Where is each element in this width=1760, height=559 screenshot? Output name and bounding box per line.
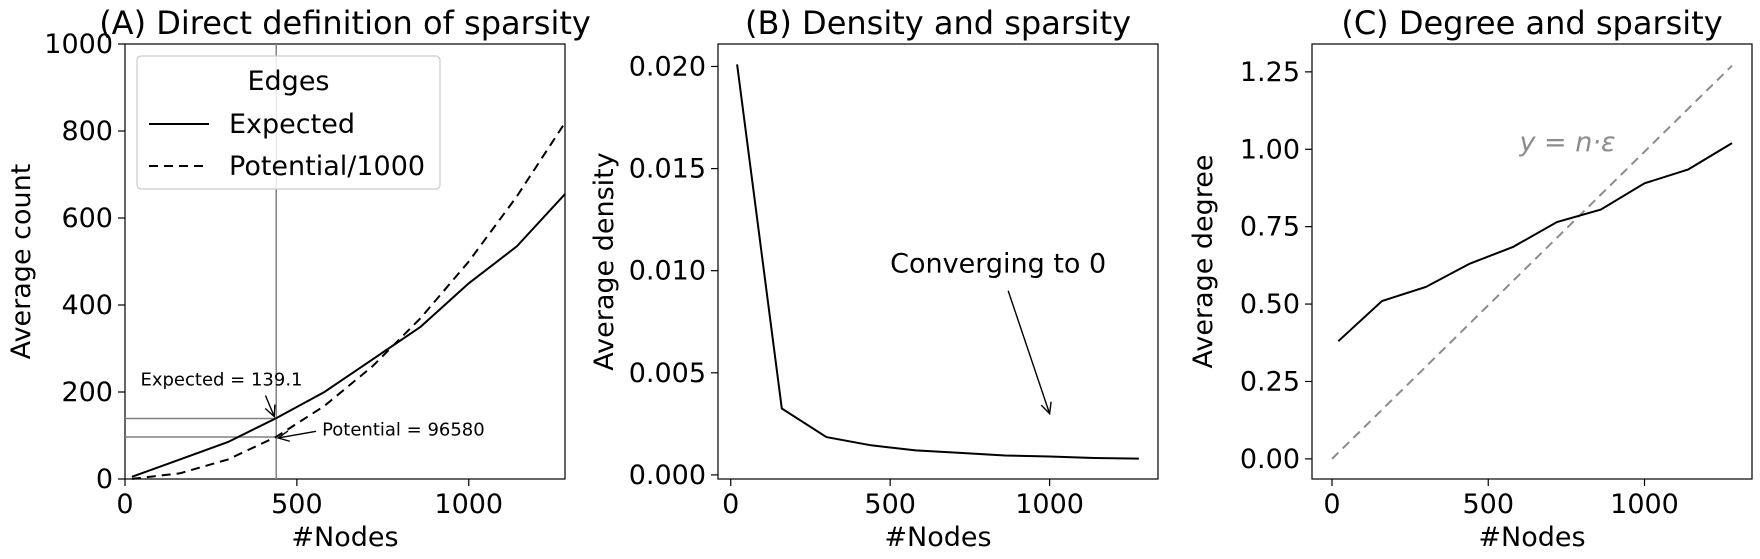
x-tick-label: 1000 xyxy=(434,489,503,520)
y-tick-label: 800 xyxy=(61,116,113,147)
y-tick-label: 0.50 xyxy=(1240,289,1300,320)
chart-title: (A) Direct definition of sparsity xyxy=(99,4,591,42)
y-tick-label: 0.00 xyxy=(1240,444,1300,475)
annotation-potential-arrow xyxy=(278,430,317,439)
x-tick-label: 0 xyxy=(1323,489,1340,520)
x-tick-label: 1000 xyxy=(1610,489,1679,520)
plot-frame xyxy=(717,43,1159,480)
annotation-potential-arrow-head xyxy=(276,430,290,442)
annotation-converging-arrow xyxy=(1007,290,1051,414)
legend-box xyxy=(136,55,441,190)
annotation-formula: y = n·ε xyxy=(1519,127,1616,158)
y-tick-label: 600 xyxy=(61,203,113,234)
series-density-line xyxy=(736,64,1139,460)
legend-entry: Potential/1000 xyxy=(229,151,425,182)
series-reference-dashed-line xyxy=(1331,64,1733,460)
y-axis-label: Average degree xyxy=(1188,154,1219,368)
x-tick-label: 0 xyxy=(116,489,133,520)
y-tick-label: 0.000 xyxy=(629,460,706,491)
annotation-converging: Converging to 0 xyxy=(890,249,1106,280)
y-tick-label: 0.005 xyxy=(629,358,706,389)
y-tick-label: 0.010 xyxy=(629,256,706,287)
series-degree-line xyxy=(1337,142,1733,342)
annotation-expected-arrow xyxy=(264,395,275,417)
y-tick-label: 0.75 xyxy=(1240,212,1300,243)
legend-title: Edges xyxy=(247,66,329,97)
x-tick-label: 1000 xyxy=(1015,489,1084,520)
series-potential-line xyxy=(131,122,566,480)
x-tick-label: 500 xyxy=(271,489,323,520)
x-axis-label: #Nodes xyxy=(1478,522,1585,553)
annotation-converging-arrow-head xyxy=(1040,401,1052,416)
x-axis-label: #Nodes xyxy=(884,522,991,553)
legend-entry: Expected xyxy=(229,109,355,140)
x-axis-label: #Nodes xyxy=(291,522,398,553)
y-tick-label: 200 xyxy=(61,377,113,408)
y-tick-label: 0.020 xyxy=(629,51,706,82)
chart-title: (C) Degree and sparsity xyxy=(1341,4,1722,42)
chart-c: (C) Degree and sparsity 0 500 1000 0.00 0.25 0… xyxy=(1188,4,1753,553)
annotation-potential: Potential = 96580 xyxy=(322,419,485,440)
y-axis-label: Average count xyxy=(6,164,37,360)
plot-frame xyxy=(124,43,566,480)
y-axis-label: Average density xyxy=(589,152,620,370)
y-tick-label: 1.00 xyxy=(1240,134,1300,165)
chart-b: (B) Density and sparsity 0 500 1000 0.000 0.0… xyxy=(589,4,1159,553)
chart-title: (B) Density and sparsity xyxy=(745,4,1131,42)
y-tick-label: 1.25 xyxy=(1240,57,1300,88)
x-tick-label: 500 xyxy=(1462,489,1514,520)
y-tick-label: 400 xyxy=(61,290,113,321)
chart-a: (A) Direct definition of sparsity 0 500 100… xyxy=(6,4,591,553)
annotation-expected-arrow-head xyxy=(264,404,276,418)
annotation-expected: Expected = 139.1 xyxy=(140,369,302,390)
y-tick-label: 0.25 xyxy=(1240,366,1300,397)
plot-frame xyxy=(1311,43,1753,480)
x-tick-label: 500 xyxy=(864,489,916,520)
series-expected-line xyxy=(131,193,566,478)
x-tick-label: 0 xyxy=(722,489,739,520)
y-tick-label: 0.015 xyxy=(629,154,706,185)
y-tick-label: 0 xyxy=(96,464,113,495)
y-tick-label: 1000 xyxy=(44,29,113,60)
